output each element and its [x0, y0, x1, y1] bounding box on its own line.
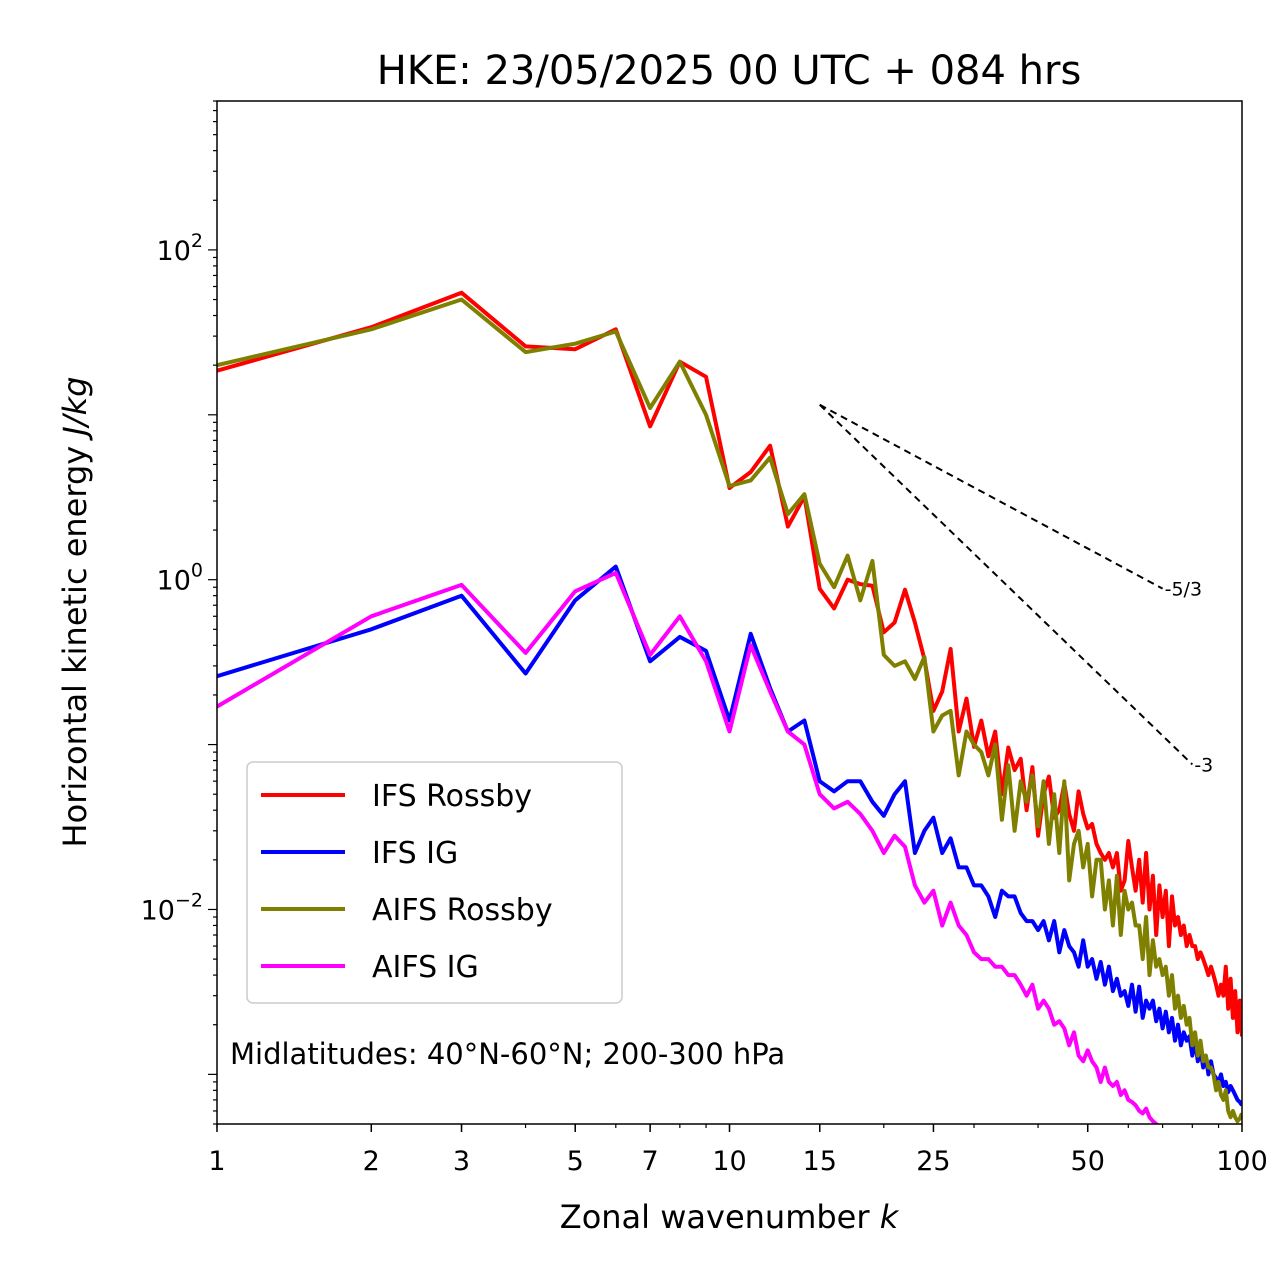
legend: IFS Rossby IFS IG AIFS Rossby AIFS IG — [246, 761, 623, 1004]
x-axis-label-text: Zonal wavenumber — [560, 1198, 880, 1236]
x-tick-label: 3 — [453, 1146, 470, 1177]
series-lines — [217, 290, 1242, 1124]
legend-label: IFS Rossby — [372, 779, 532, 814]
y-axis-label-text: Horizontal kinetic energy — [56, 436, 94, 848]
y-axis-label: Horizontal kinetic energy J/kg — [56, 377, 94, 848]
x-tick-label: 1 — [208, 1146, 225, 1177]
y-tick-label: 102 — [157, 230, 203, 267]
series-line-aifs-ig — [217, 570, 1160, 1124]
slope-label: -5/3 — [1165, 579, 1202, 601]
y-tick-label: 10−2 — [141, 889, 203, 926]
x-tick-label: 15 — [803, 1146, 837, 1177]
plot-frame — [216, 100, 1243, 1125]
x-tick-label: 7 — [642, 1146, 659, 1177]
x-tick-label: 5 — [567, 1146, 584, 1177]
reference-slope-lines — [819, 403, 1194, 766]
y-tick-labels: 102 100 10−2 — [141, 230, 203, 927]
legend-label: AIFS Rossby — [372, 893, 553, 928]
legend-label: IFS IG — [372, 836, 458, 871]
reference-slope-line — [819, 403, 1164, 590]
legend-box — [246, 761, 623, 1004]
slope-label: -3 — [1194, 754, 1213, 776]
x-tick-label: 2 — [363, 1146, 380, 1177]
x-axis-label: Zonal wavenumber k — [560, 1198, 900, 1236]
major-ticks — [216, 1124, 1243, 1132]
region-annotation: Midlatitudes: 40°N-60°N; 200-300 hPa — [230, 1037, 785, 1071]
x-tick-label: 100 — [1216, 1146, 1268, 1177]
x-tick-label: 25 — [916, 1146, 950, 1177]
reference-slope-line — [819, 404, 1194, 766]
series-line-aifs-rossby — [217, 297, 1242, 1124]
chart-title: HKE: 23/05/2025 00 UTC + 084 hrs — [377, 48, 1082, 94]
x-tick-label: 50 — [1071, 1146, 1105, 1177]
legend-label: AIFS IG — [372, 950, 479, 985]
y-axis-label-unit: J/kg — [56, 377, 94, 442]
x-axis-label-var: k — [880, 1198, 900, 1236]
x-tick-label: 10 — [712, 1146, 746, 1177]
slope-labels: -5/3 -3 — [1165, 579, 1214, 777]
y-tick-label: 100 — [157, 560, 203, 597]
x-tick-labels: 1 2 3 5 7 10 15 25 50 100 — [208, 1146, 1267, 1177]
